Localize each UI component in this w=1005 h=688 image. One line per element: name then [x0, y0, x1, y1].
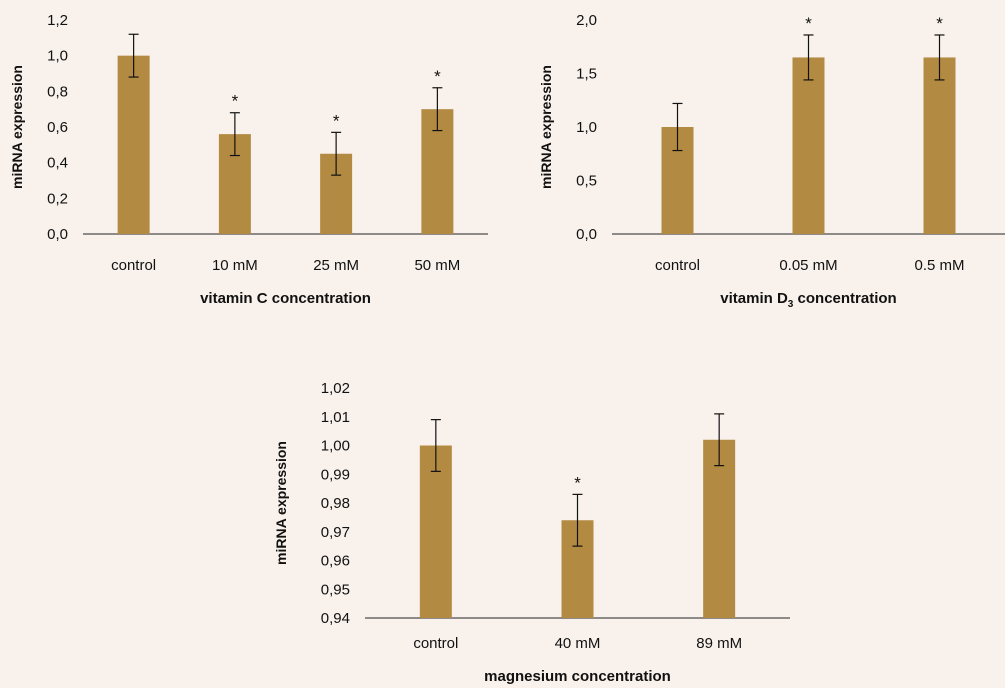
y-tick-label: 1,0	[576, 119, 597, 136]
y-tick-label: 0,8	[47, 83, 68, 100]
x-axis-title: vitamin C concentration	[200, 290, 371, 307]
y-tick-label: 1,5	[576, 66, 597, 83]
y-tick-label: 0,2	[47, 190, 68, 207]
y-axis-title: miRNA expression	[9, 65, 25, 189]
bar	[117, 55, 150, 234]
significance-star: *	[333, 111, 340, 130]
y-axis-title: miRNA expression	[273, 441, 289, 565]
category-label: 40 mM	[555, 635, 601, 652]
error-bar	[331, 131, 342, 176]
category-label: 89 mM	[696, 635, 742, 652]
category-label: 50 mM	[414, 257, 460, 274]
y-tick-label: 0,94	[321, 610, 350, 627]
error-bar	[934, 34, 945, 81]
y-tick-label: 0,4	[47, 155, 68, 172]
y-tick-label: 0,95	[321, 581, 350, 598]
significance-star: *	[232, 92, 239, 111]
significance-star: *	[805, 14, 812, 33]
vitamin-c-chart: 0,0 0,2 0,4 0,6 0,8 1,0 1,2 control * 10 mM * 25 mM…	[9, 12, 488, 307]
y-tick-label: 1,01	[321, 409, 350, 426]
error-bar	[572, 493, 583, 547]
y-tick-label: 1,2	[47, 12, 68, 29]
error-bar	[432, 87, 443, 132]
magnesium-chart: 0,94 0,95 0,96 0,97 0,98 0,99 1,00 1,01 1,02 cont…	[273, 380, 790, 685]
y-tick-label: 0,96	[321, 553, 350, 570]
error-bar	[672, 102, 683, 152]
y-tick-label: 2,0	[576, 12, 597, 29]
y-tick-label: 0,0	[576, 226, 597, 243]
y-tick-label: 1,0	[47, 48, 68, 65]
y-tick-label: 0,99	[321, 466, 350, 483]
y-tick-label: 0,6	[47, 119, 68, 136]
y-tick-label: 1,00	[321, 438, 350, 455]
y-axis-title: miRNA expression	[538, 65, 554, 189]
bar	[419, 445, 452, 618]
y-tick-label: 0,98	[321, 495, 350, 512]
significance-star: *	[434, 67, 441, 86]
category-label: 0.5 mM	[914, 257, 964, 274]
category-label: 10 mM	[212, 257, 258, 274]
x-axis-title: magnesium concentration	[484, 668, 671, 685]
category-label: 25 mM	[313, 257, 359, 274]
x-axis-title: vitamin D3 concentration	[720, 290, 896, 310]
category-label: control	[413, 635, 458, 652]
error-bar	[714, 413, 725, 467]
category-label: 0.05 mM	[779, 257, 837, 274]
y-tick-label: 0,97	[321, 524, 350, 541]
error-bar	[128, 33, 139, 78]
y-tick-label: 0,5	[576, 173, 597, 190]
significance-star: *	[574, 473, 581, 492]
bar	[703, 439, 736, 618]
error-bar	[229, 112, 240, 157]
vitamin-d3-chart: 0,0 0,5 1,0 1,5 2,0 control * 0.05 mM * 0.5 mM miR…	[538, 12, 1005, 310]
y-tick-label: 0,0	[47, 226, 68, 243]
category-label: control	[655, 257, 700, 274]
category-label: control	[111, 257, 156, 274]
error-bar	[430, 419, 441, 472]
significance-star: *	[936, 14, 943, 33]
bar	[923, 57, 956, 235]
bar	[792, 57, 825, 235]
y-tick-label: 1,02	[321, 380, 350, 397]
error-bar	[803, 34, 814, 81]
